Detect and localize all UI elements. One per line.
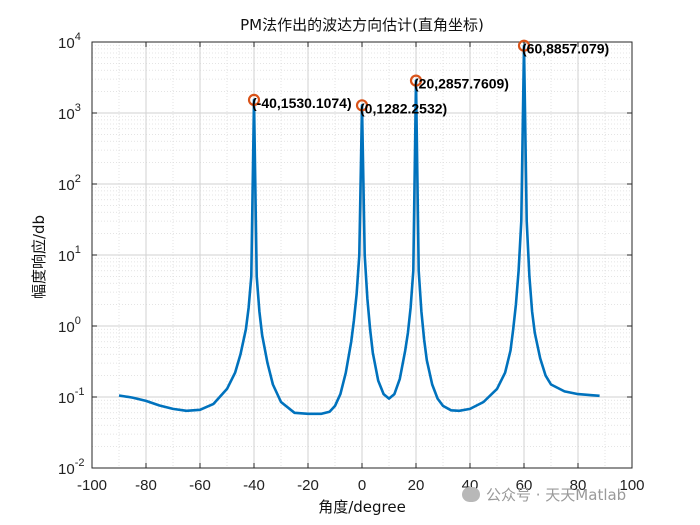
watermark: 公众号 · 天天Matlab bbox=[462, 484, 626, 505]
beam-response-line bbox=[118, 44, 600, 416]
x-tick-label: -80 bbox=[135, 477, 157, 494]
y-tick-exponent: 2 bbox=[75, 173, 81, 185]
x-axis-label: 角度/degree bbox=[318, 498, 406, 516]
y-tick-exponent: 1 bbox=[75, 244, 81, 256]
peak-markers bbox=[247, 39, 531, 112]
peak-marker bbox=[247, 93, 261, 106]
y-tick-exponent: 4 bbox=[75, 31, 81, 43]
x-tick-label: 80 bbox=[570, 477, 587, 494]
x-tick-label: 60 bbox=[516, 477, 533, 494]
y-tick-label: 104 bbox=[58, 31, 81, 52]
peak-marker bbox=[517, 39, 531, 52]
chart-title: PM法作出的波达方向估计(直角坐标) bbox=[240, 16, 484, 34]
y-tick-exponent: -1 bbox=[75, 386, 85, 398]
peak-marker bbox=[355, 99, 369, 112]
y-tick-base: 10 bbox=[58, 177, 75, 194]
peak-label: (20,2857.7609) bbox=[414, 76, 509, 92]
peak-labels: (-40,1530.1074) (0,1282.2532) (20,2857.760… bbox=[252, 41, 609, 117]
y-tick-base: 10 bbox=[58, 319, 75, 336]
y-tick-label: 100 bbox=[58, 315, 81, 336]
y-tick-label: 101 bbox=[58, 244, 81, 265]
x-tick-label: 100 bbox=[619, 477, 644, 494]
x-tick-label: -40 bbox=[243, 477, 265, 494]
y-tick-base: 10 bbox=[58, 35, 75, 52]
x-tick-label: 0 bbox=[358, 477, 366, 494]
y-tick-label: 103 bbox=[58, 102, 81, 123]
x-tick-label: 20 bbox=[408, 477, 425, 494]
peak-label: (-40,1530.1074) bbox=[252, 95, 352, 111]
y-tick-exponent: 3 bbox=[75, 102, 81, 114]
y-tick-base: 10 bbox=[58, 461, 75, 478]
y-tick-base: 10 bbox=[58, 390, 75, 407]
y-tick-exponent: 0 bbox=[75, 315, 81, 327]
y-tick-base: 10 bbox=[58, 106, 75, 123]
watermark-text: 公众号 · 天天Matlab bbox=[486, 486, 627, 504]
y-tick-exponent: -2 bbox=[75, 457, 85, 469]
y-tick-base: 10 bbox=[58, 248, 75, 265]
x-axis-ticks: -100 -80 -60 -40 -20 0 20 40 60 80 100 bbox=[77, 42, 645, 494]
peak-marker bbox=[409, 74, 423, 87]
wechat-icon bbox=[462, 487, 480, 502]
y-tick-label: 10-1 bbox=[58, 386, 84, 407]
y-axis-label: 幅度响应/db bbox=[30, 215, 48, 299]
peak-label: (60,8857.079) bbox=[522, 41, 609, 57]
x-tick-label: -20 bbox=[297, 477, 319, 494]
peak-label: (0,1282.2532) bbox=[360, 100, 447, 116]
x-tick-label: -100 bbox=[77, 477, 107, 494]
y-tick-label: 10-2 bbox=[58, 457, 84, 478]
x-tick-label: -60 bbox=[189, 477, 211, 494]
y-tick-label: 102 bbox=[58, 173, 81, 194]
